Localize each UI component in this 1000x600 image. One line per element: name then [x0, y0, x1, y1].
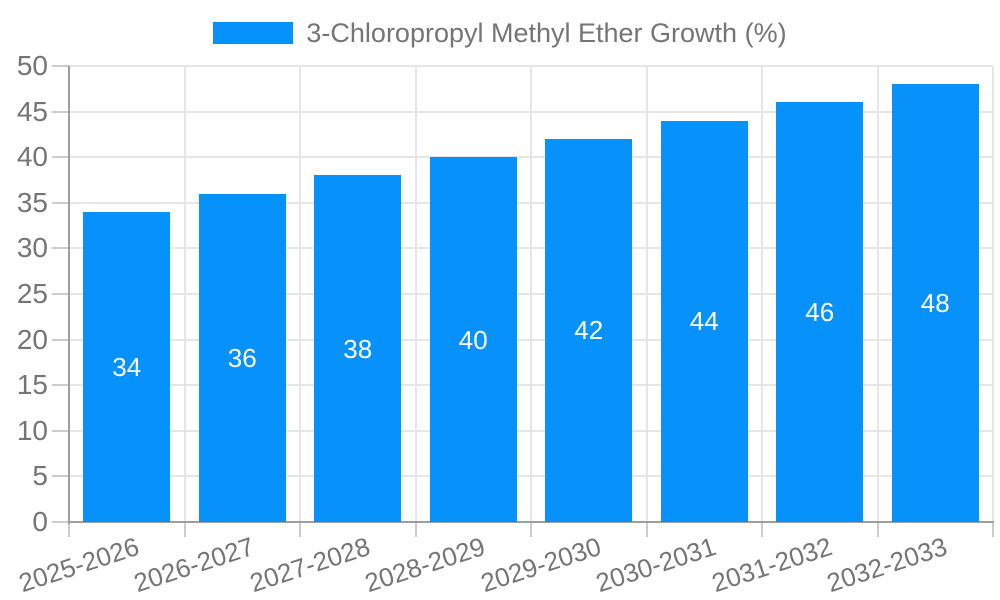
x-tick-label: 2030-2031 — [592, 531, 720, 599]
y-axis-tick — [52, 475, 69, 478]
y-axis-tick — [52, 521, 69, 523]
y-axis-tick — [52, 110, 69, 113]
y-tick-label: 15 — [16, 369, 48, 401]
y-tick-label: 50 — [16, 50, 48, 81]
bar-value-label: 36 — [227, 342, 257, 373]
y-tick-label: 20 — [16, 323, 48, 355]
y-tick-label: 30 — [16, 232, 48, 264]
bar-value-label: 40 — [458, 324, 488, 355]
legend-swatch — [213, 22, 294, 44]
bar-value-label: 42 — [574, 315, 604, 346]
v-gridline — [414, 66, 417, 522]
v-gridline — [761, 66, 763, 522]
x-tick-label: 2028-2029 — [361, 531, 489, 599]
x-axis-tick — [68, 523, 70, 537]
y-axis-tick — [52, 338, 69, 341]
v-gridline — [645, 66, 648, 522]
y-axis-tick — [52, 201, 69, 204]
x-tick-label: 2025-2026 — [14, 531, 143, 599]
y-tick-label: 40 — [16, 141, 48, 173]
bar-value-label: 34 — [112, 351, 142, 382]
bar — [83, 211, 171, 522]
bar — [429, 157, 517, 522]
bar-value-label: 44 — [689, 306, 719, 337]
x-tick-label: 2026-2027 — [130, 531, 258, 599]
x-axis-tick — [183, 523, 186, 537]
v-gridline — [299, 66, 301, 522]
bar-value-label: 46 — [805, 297, 835, 328]
y-axis-tick — [52, 429, 69, 432]
y-tick-label: 0 — [32, 506, 48, 537]
bar — [660, 120, 748, 522]
x-axis-tick — [530, 523, 532, 537]
y-tick-label: 45 — [16, 95, 48, 127]
x-axis-tick — [414, 523, 417, 537]
x-axis-tick — [992, 523, 994, 537]
x-axis-tick — [761, 523, 763, 537]
v-gridline — [876, 66, 879, 522]
x-tick-label: 2032-2033 — [823, 531, 951, 599]
bar — [891, 84, 979, 522]
x-tick-label: 2029-2030 — [476, 531, 605, 599]
x-axis-line — [68, 521, 994, 523]
x-axis-tick — [876, 523, 879, 537]
v-gridline — [183, 66, 186, 522]
y-tick-label: 35 — [16, 186, 48, 218]
legend-label: 3-Chloropropyl Methyl Ether Growth (%) — [306, 17, 787, 48]
y-tick-label: 10 — [16, 414, 48, 446]
bar — [314, 175, 402, 522]
y-axis-tick — [52, 293, 69, 295]
bar — [545, 138, 633, 522]
bar — [776, 102, 864, 522]
y-axis-tick — [52, 156, 69, 159]
v-gridline — [992, 66, 994, 522]
y-tick-label: 25 — [16, 278, 48, 309]
y-axis-line — [68, 66, 70, 524]
y-axis-tick — [52, 247, 69, 250]
y-axis-tick — [52, 65, 69, 67]
bar-value-label: 48 — [920, 288, 950, 319]
x-axis-tick — [299, 523, 301, 537]
v-gridline — [530, 66, 532, 522]
bar-value-label: 38 — [343, 333, 373, 364]
bar — [198, 193, 286, 522]
y-tick-label: 5 — [32, 460, 48, 492]
x-tick-label: 2031-2032 — [707, 531, 836, 599]
legend: 3-Chloropropyl Methyl Ether Growth (%) — [0, 17, 1000, 48]
x-axis-tick — [645, 523, 648, 537]
x-tick-label: 2027-2028 — [245, 531, 374, 599]
y-axis-tick — [52, 384, 69, 387]
